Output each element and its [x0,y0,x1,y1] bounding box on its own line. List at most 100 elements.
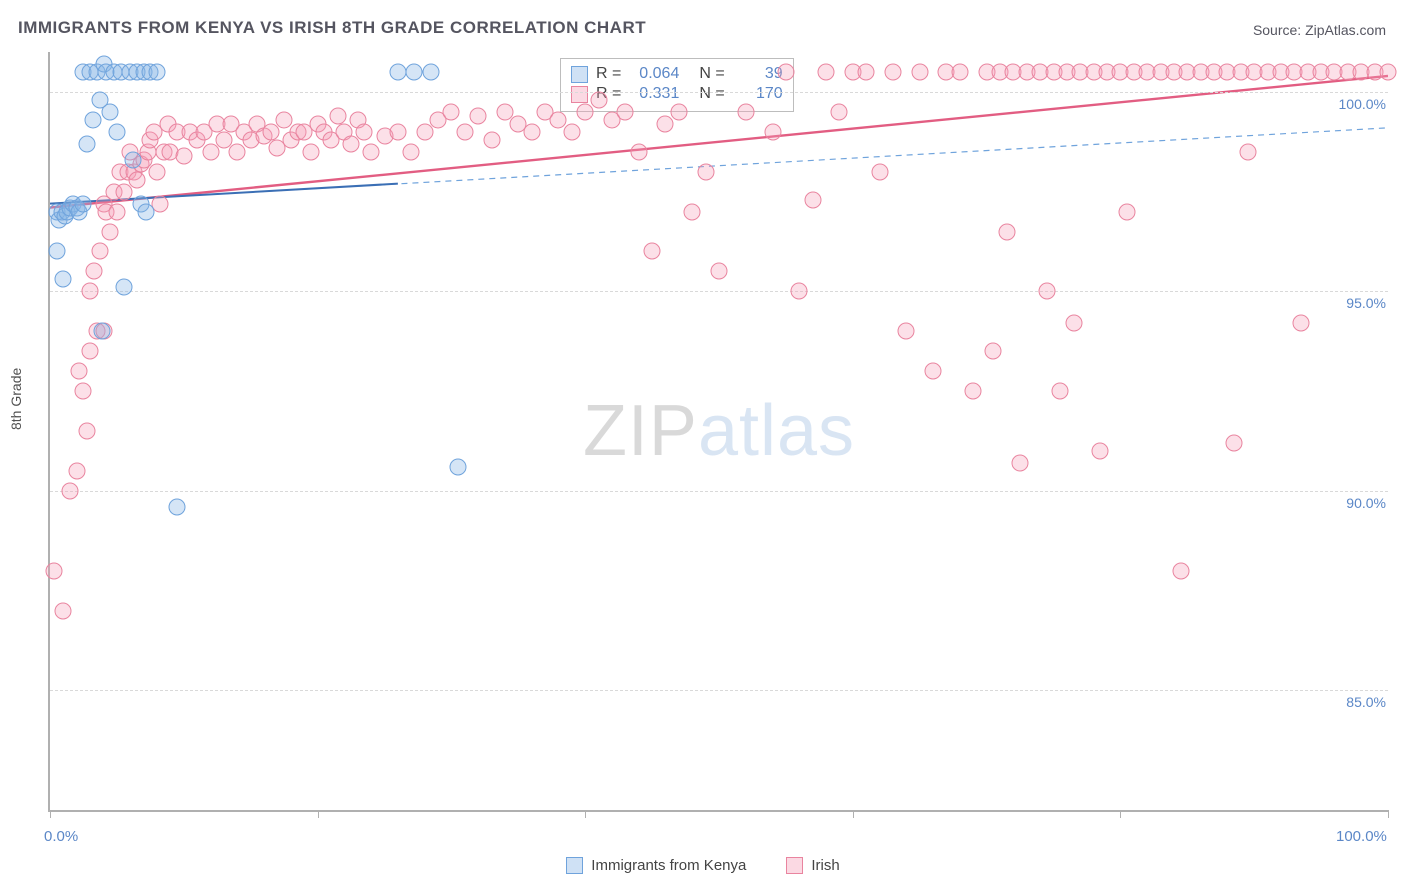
x-tick [1388,810,1389,818]
data-point [617,103,634,120]
y-tick-label: 90.0% [1326,495,1386,511]
data-point [965,383,982,400]
data-point [577,103,594,120]
legend-item-a: Immigrants from Kenya [566,857,746,874]
data-point [108,123,125,140]
legend-swatch-b-bottom [786,857,803,874]
data-point [951,63,968,80]
trend-lines-svg [50,52,1388,810]
data-point [925,363,942,380]
data-point [46,562,63,579]
data-point [149,163,166,180]
data-point [684,203,701,220]
data-point [898,323,915,340]
data-point [82,283,99,300]
watermark-atlas: atlas [698,391,855,471]
legend-label-b: Irish [811,857,839,874]
legend-r-label-a: R = [596,65,621,83]
data-point [1172,562,1189,579]
data-point [1012,454,1029,471]
legend-r-value-a: 0.064 [629,65,679,83]
watermark-zip: ZIP [583,391,698,471]
data-point [450,458,467,475]
data-point [343,135,360,152]
data-point [1092,442,1109,459]
x-tick [318,810,319,818]
data-point [423,63,440,80]
legend-label-a: Immigrants from Kenya [591,857,746,874]
data-point [124,151,141,168]
data-point [82,343,99,360]
x-tick [853,810,854,818]
data-point [91,243,108,260]
data-point [456,123,473,140]
gridline-h [50,690,1388,691]
data-point [84,111,101,128]
data-point [1380,63,1397,80]
data-point [202,143,219,160]
data-point [563,123,580,140]
y-tick-label: 100.0% [1326,96,1386,112]
legend-n-value-b: 170 [733,85,783,103]
y-tick-label: 85.0% [1326,694,1386,710]
data-point [644,243,661,260]
data-point [911,63,928,80]
source-name: ZipAtlas.com [1305,22,1386,38]
data-point [149,63,166,80]
data-point [1119,203,1136,220]
data-point [998,223,1015,240]
legend-swatch-a-bottom [566,857,583,874]
data-point [108,203,125,220]
data-point [363,143,380,160]
data-point [94,323,111,340]
data-point [764,123,781,140]
data-point [1226,434,1243,451]
legend-swatch-a [571,66,588,83]
data-point [405,63,422,80]
x-label-right: 100.0% [1336,828,1387,845]
x-tick [1120,810,1121,818]
chart-plot-area: ZIPatlas R = 0.064 N = 39 R = 0.331 N = … [48,52,1388,812]
data-point [356,123,373,140]
legend-stats-row-a: R = 0.064 N = 39 [571,65,783,83]
y-tick-label: 95.0% [1326,295,1386,311]
data-point [75,383,92,400]
legend-n-value-a: 39 [733,65,783,83]
legend-n-label-b: N = [699,85,724,103]
data-point [657,115,674,132]
x-tick [50,810,51,818]
data-point [403,143,420,160]
data-point [62,482,79,499]
data-point [75,195,92,212]
data-point [777,63,794,80]
data-point [818,63,835,80]
data-point [670,103,687,120]
data-point [470,107,487,124]
watermark: ZIPatlas [583,390,855,472]
data-point [871,163,888,180]
data-point [91,91,108,108]
gridline-h [50,92,1388,93]
data-point [55,602,72,619]
source-attribution: Source: ZipAtlas.com [1253,22,1386,38]
data-point [443,103,460,120]
data-point [831,103,848,120]
data-point [630,143,647,160]
data-point [1052,383,1069,400]
data-point [262,123,279,140]
y-axis-title: 8th Grade [8,368,24,430]
data-point [115,279,132,296]
gridline-h [50,491,1388,492]
data-point [48,243,65,260]
source-label: Source: [1253,22,1301,38]
data-point [389,123,406,140]
data-point [1038,283,1055,300]
data-point [1293,315,1310,332]
data-point [302,143,319,160]
data-point [791,283,808,300]
data-point [115,183,132,200]
data-point [229,143,246,160]
data-point [102,223,119,240]
data-point [79,135,96,152]
data-point [884,63,901,80]
